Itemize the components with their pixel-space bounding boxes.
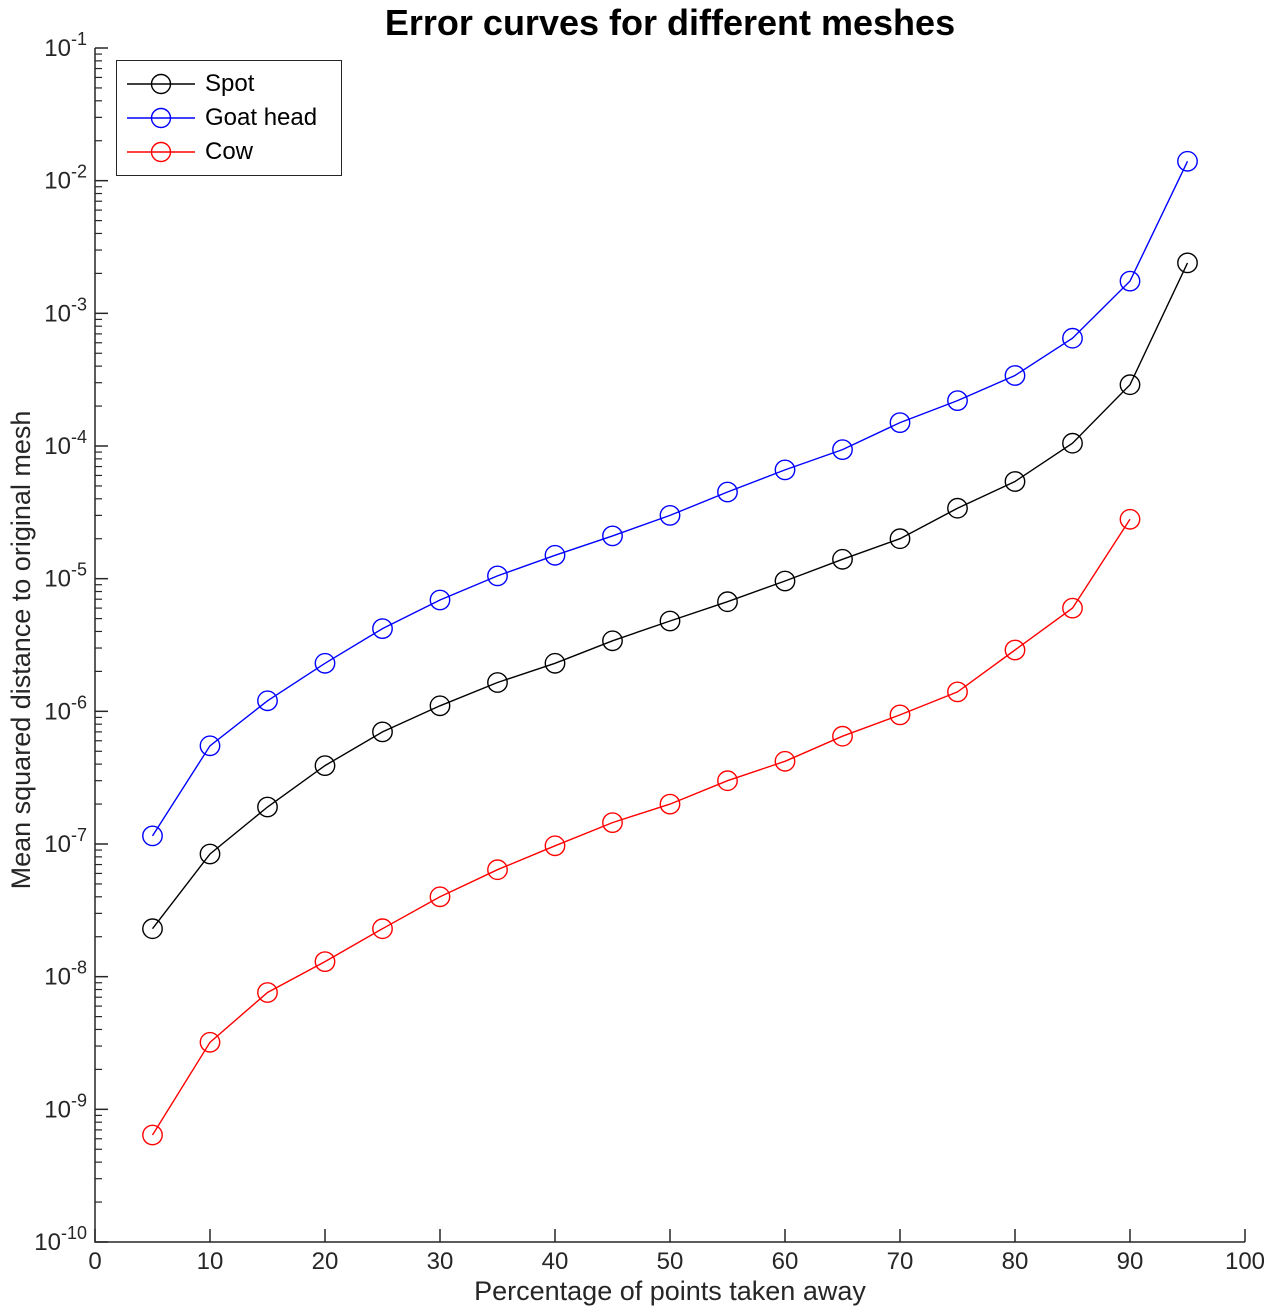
y-tick-label: 10-1 [44,29,87,62]
series-goat-head-marker [659,505,681,526]
legend-item-goat-head: Goat head [126,104,341,132]
series-cow-marker [832,725,853,747]
series-cow-marker [314,951,336,972]
legend-label: Spot [205,70,255,97]
series-spot-marker [429,695,451,717]
series-goat-head-marker [717,481,738,503]
series-spot-marker [544,652,566,674]
series-cow-marker [602,812,623,833]
series-goat-head-marker [314,652,336,674]
series-goat-head-marker [1004,365,1026,386]
series-cow-marker [199,1031,221,1053]
series-goat-head-marker [774,459,796,481]
series-goat-head-marker [889,412,911,433]
series-cow-marker [1004,639,1026,661]
series-cow-marker [1062,597,1083,619]
x-tick-label: 20 [312,1248,339,1275]
legend-item-spot: Spot [126,70,341,98]
series-cow-marker [487,859,508,881]
series-spot-marker [659,610,681,632]
series-goat-head-marker [142,825,163,847]
series-cow-marker [142,1124,163,1146]
legend: Spot Goat head Cow [116,60,342,176]
series-goat-head-marker [429,589,451,611]
series-spot-line [151,262,1189,930]
x-tick-label: 60 [772,1248,799,1275]
series-spot-marker [774,570,796,592]
series-goat-head-line [151,160,1189,837]
series-goat-head-marker [832,439,853,460]
series-cow-marker [947,681,968,703]
series-goat-head-marker [947,390,968,411]
series-spot-marker [1177,252,1198,274]
series-goat-head-marker [199,735,221,757]
series-goat-head-marker [602,525,623,547]
y-tick-label: 10-6 [44,692,87,725]
series-cow-marker [544,835,566,857]
x-tick-label: 10 [197,1248,224,1275]
series-cow-marker [257,982,278,1003]
x-tick-label: 40 [542,1248,569,1275]
series-cow-marker [1119,508,1141,530]
series-goat-head-marker [544,544,566,566]
x-axis-label: Percentage of points taken away [474,1276,866,1306]
series-cow-marker [889,704,911,726]
series-cow-marker [372,918,393,940]
legend-label: Goat head [205,104,318,131]
series-spot-marker [372,721,393,743]
series-goat-head-marker [372,618,393,639]
legend-item-cow: Cow [126,138,341,166]
series-spot-marker [1119,374,1141,396]
x-tick-label: 0 [88,1248,101,1275]
x-tick-label: 70 [887,1248,914,1275]
y-tick-label: 10-10 [34,1223,87,1256]
series-spot-marker [717,591,738,613]
series-spot-marker [832,548,853,570]
legend-label: Cow [205,138,254,165]
y-tick-label: 10-5 [44,560,87,593]
series-cow-marker [429,886,451,908]
series-spot-marker [142,918,163,940]
legend-line-circle-icon [127,141,195,163]
series-goat-head-marker [1062,327,1083,349]
x-tick-label: 30 [427,1248,454,1275]
y-tick-label: 10-9 [44,1090,87,1123]
y-tick-label: 10-4 [44,427,87,460]
chart-title: Error curves for different meshes [384,2,956,43]
x-tick-label: 50 [657,1248,684,1275]
series-spot-marker [199,843,221,865]
series-goat-head-marker [1119,270,1141,292]
series-spot-marker [947,497,968,519]
series-cow-marker [717,770,738,792]
series-cow-marker [659,793,681,815]
x-tick-label: 90 [1117,1248,1144,1275]
axes-spines [94,48,1245,1243]
series-spot-marker [602,630,623,652]
series-goat-head-marker [487,565,508,587]
series-spot-marker [487,672,508,693]
y-tick-label: 10-3 [44,294,87,327]
y-axis-label: Mean squared distance to original mesh [6,410,36,890]
series-spot-marker [1004,471,1026,492]
series-spot-marker [257,796,278,818]
series-spot-marker [889,528,911,550]
y-tick-label: 10-7 [44,825,87,858]
legend-line-circle-icon [127,73,195,95]
series-goat-head-marker [1177,150,1198,172]
series-goat-head-marker [257,690,278,712]
x-tick-label: 100 [1225,1248,1264,1275]
series-spot-marker [1062,432,1083,454]
y-tick-label: 10-8 [44,958,87,991]
series-spot-marker [314,755,336,776]
series-cow-marker [774,750,796,772]
x-tick-label: 80 [1002,1248,1029,1275]
y-tick-label: 10-2 [44,162,87,195]
legend-line-circle-icon [127,107,195,129]
series-cow-line [151,518,1131,1136]
